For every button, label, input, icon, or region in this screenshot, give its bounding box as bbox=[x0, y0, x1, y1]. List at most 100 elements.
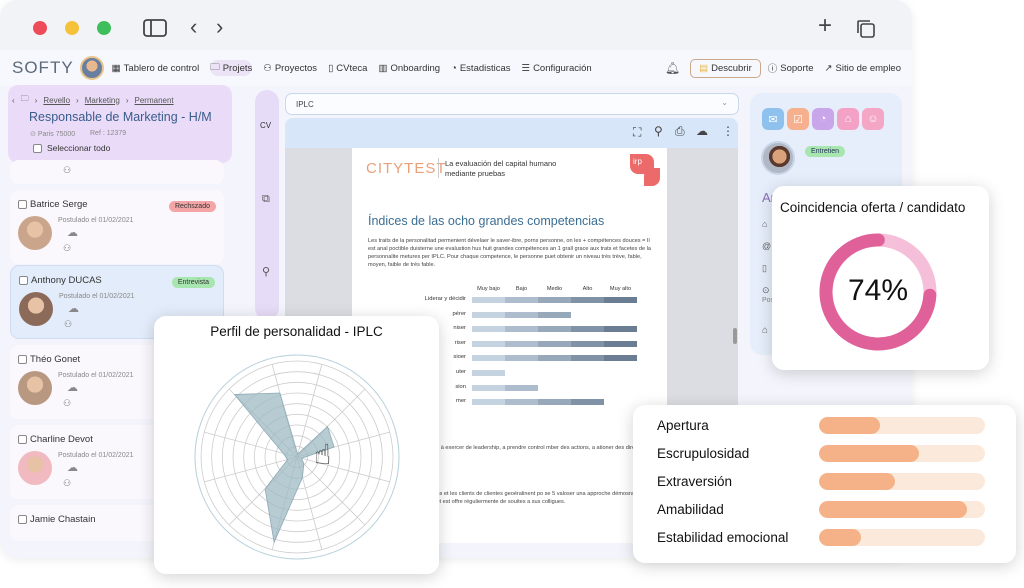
competence-bar-segment bbox=[472, 399, 505, 406]
close-window-button[interactable] bbox=[33, 21, 47, 35]
scrollbar[interactable] bbox=[733, 328, 737, 344]
chat-button[interactable]: ☺ bbox=[862, 108, 884, 130]
hand-cursor-icon: ☝︎ bbox=[314, 439, 332, 470]
competence-bar-segment bbox=[538, 297, 571, 303]
competence-bar-segment bbox=[472, 370, 505, 376]
nav-item-cvteca[interactable]: ▯ CVteca bbox=[328, 62, 368, 74]
minimize-window-button[interactable] bbox=[65, 21, 79, 35]
competence-bar-segment bbox=[538, 399, 571, 406]
job-title: Responsable de Marketing - H/M bbox=[29, 110, 212, 124]
candidate-checkbox[interactable] bbox=[18, 200, 27, 209]
external-link-icon: ↗ bbox=[824, 62, 833, 74]
cloud-icon[interactable]: ☁ bbox=[68, 303, 79, 315]
mail-button[interactable]: ✉ bbox=[762, 108, 784, 130]
sidebar-toggle-icon[interactable] bbox=[143, 19, 167, 37]
competence-bar-segment bbox=[604, 340, 637, 347]
cloud-icon[interactable]: ☁ bbox=[67, 462, 78, 474]
nav-item-proyectos[interactable]: ⚇ Proyectos bbox=[263, 62, 318, 74]
person-icon[interactable]: ⚲ bbox=[262, 266, 271, 278]
trait-label: Escrupulosidad bbox=[657, 445, 750, 461]
chart-button[interactable]: ◔ bbox=[812, 108, 834, 130]
competence-bar-segment bbox=[538, 355, 571, 362]
donut-value-arc bbox=[819, 233, 937, 351]
competence-bar-segment bbox=[472, 326, 505, 333]
competence-label: mer bbox=[456, 398, 466, 405]
task-button[interactable]: ☑ bbox=[787, 108, 809, 130]
briefcase-button[interactable]: ⌂ bbox=[837, 108, 859, 130]
competence-bar-segment bbox=[472, 311, 505, 318]
nav-item-tablero-de-control[interactable]: ▦ Tablero de control bbox=[111, 62, 200, 74]
support-link[interactable]: ⓘ Soporte bbox=[767, 62, 814, 76]
cloud-icon[interactable]: ☁ bbox=[67, 382, 78, 394]
team-icon: ⚇ bbox=[64, 319, 73, 329]
citytest-logo: CITYTEST bbox=[366, 160, 447, 177]
breadcrumb-item[interactable]: Permanent bbox=[134, 95, 174, 105]
candidate-checkbox[interactable] bbox=[19, 276, 28, 285]
tag-icon[interactable]: ⌂ bbox=[762, 325, 769, 336]
competence-bar-segment bbox=[472, 384, 505, 391]
personality-card: Perfil de personalidad - IPLC ☝︎ bbox=[154, 316, 439, 574]
candidate-checkbox[interactable] bbox=[18, 515, 27, 524]
candidate-avatar bbox=[18, 451, 52, 485]
breadcrumb-item[interactable]: Revello bbox=[43, 95, 71, 105]
users-icon: ⚇ bbox=[263, 62, 272, 74]
candidate-name: Anthony DUCAS bbox=[31, 275, 102, 286]
bell-icon[interactable]: 🔔︎ bbox=[664, 61, 681, 75]
trait-bar-fill bbox=[819, 528, 861, 546]
fullscreen-icon[interactable]: ⛶ bbox=[633, 125, 642, 139]
user-avatar[interactable] bbox=[79, 56, 104, 80]
match-value: 74% bbox=[847, 274, 909, 307]
trait-bar bbox=[819, 500, 985, 518]
documents-icon[interactable]: ⧉ bbox=[262, 193, 270, 205]
radar-axis bbox=[204, 431, 298, 458]
level-label: Muy bajo bbox=[477, 286, 500, 292]
maximize-window-button[interactable] bbox=[97, 21, 111, 35]
radar-axis bbox=[296, 456, 366, 526]
match-title: Coincidencia oferta / candidato bbox=[780, 200, 966, 215]
print-icon[interactable]: ⎙ bbox=[675, 124, 685, 138]
folder-icon: 🗀 bbox=[210, 62, 220, 73]
radar-axis bbox=[204, 456, 298, 483]
radar-chart bbox=[194, 354, 400, 560]
candidate-avatar bbox=[18, 216, 52, 250]
candidate-card-partial[interactable]: ⚇ bbox=[10, 160, 224, 184]
breadcrumb-item[interactable]: Marketing bbox=[84, 95, 120, 105]
title-bar: ‹ › + bbox=[0, 0, 912, 50]
forward-chevron-icon[interactable]: › bbox=[216, 14, 224, 39]
nav-item-onboarding[interactable]: ▥ Onboarding bbox=[378, 62, 441, 74]
competence-bar-segment bbox=[571, 355, 604, 362]
new-tab-icon[interactable]: + bbox=[818, 12, 833, 39]
competence-label: sioer bbox=[453, 354, 466, 361]
top-nav: SOFTY ▦ Tablero de control 🗀 Projets ⚇ Proyec… bbox=[0, 50, 912, 86]
competence-label: Liderar y décidir bbox=[424, 296, 466, 302]
logo: SOFTY bbox=[12, 58, 74, 77]
back-chevron-icon[interactable]: ‹ bbox=[190, 14, 198, 39]
trait-row: Amabilidad bbox=[657, 495, 1016, 523]
trait-bar bbox=[819, 444, 985, 462]
nav-item-estadisticas[interactable]: ◔ Estadisticas bbox=[451, 62, 511, 74]
copy-icon[interactable] bbox=[856, 19, 876, 39]
back-icon[interactable]: ‹ bbox=[12, 95, 15, 105]
search-icon[interactable]: ⚲ bbox=[654, 124, 663, 138]
bar-chart-icon: ▥ bbox=[378, 62, 388, 74]
match-donut bbox=[819, 233, 937, 351]
more-icon[interactable]: ⋮ bbox=[722, 124, 734, 138]
breadcrumb: ‹ 🗀 › Revello › Marketing › Permanent bbox=[12, 93, 174, 107]
competence-bar-segment bbox=[571, 326, 604, 333]
download-icon[interactable]: ☁ bbox=[696, 124, 708, 138]
candidate-name: Batrice Serge bbox=[30, 199, 88, 210]
candidate-checkbox[interactable] bbox=[18, 435, 27, 444]
nav-item-configuración[interactable]: ☰ Configuración bbox=[521, 62, 592, 74]
folder-icon: 🗀 bbox=[20, 94, 29, 103]
document-select[interactable]: IPLC ⌄ bbox=[285, 93, 739, 115]
select-all-checkbox[interactable]: Seleccionar todo bbox=[33, 143, 110, 153]
candidate-card[interactable]: Batrice Serge Rechszado Postulado el 01/02… bbox=[10, 190, 224, 264]
cv-tab[interactable]: CV bbox=[260, 121, 272, 130]
job-site-link[interactable]: ↗ Sitio de empleo bbox=[824, 62, 901, 74]
team-icon: ⚇ bbox=[63, 243, 72, 253]
nav-item-projets[interactable]: 🗀 Projets bbox=[210, 60, 253, 76]
discover-button[interactable]: ▤ Descubrir bbox=[690, 58, 761, 78]
cloud-icon[interactable]: ☁ bbox=[67, 227, 78, 239]
trait-bar bbox=[819, 528, 985, 546]
candidate-checkbox[interactable] bbox=[18, 355, 27, 364]
